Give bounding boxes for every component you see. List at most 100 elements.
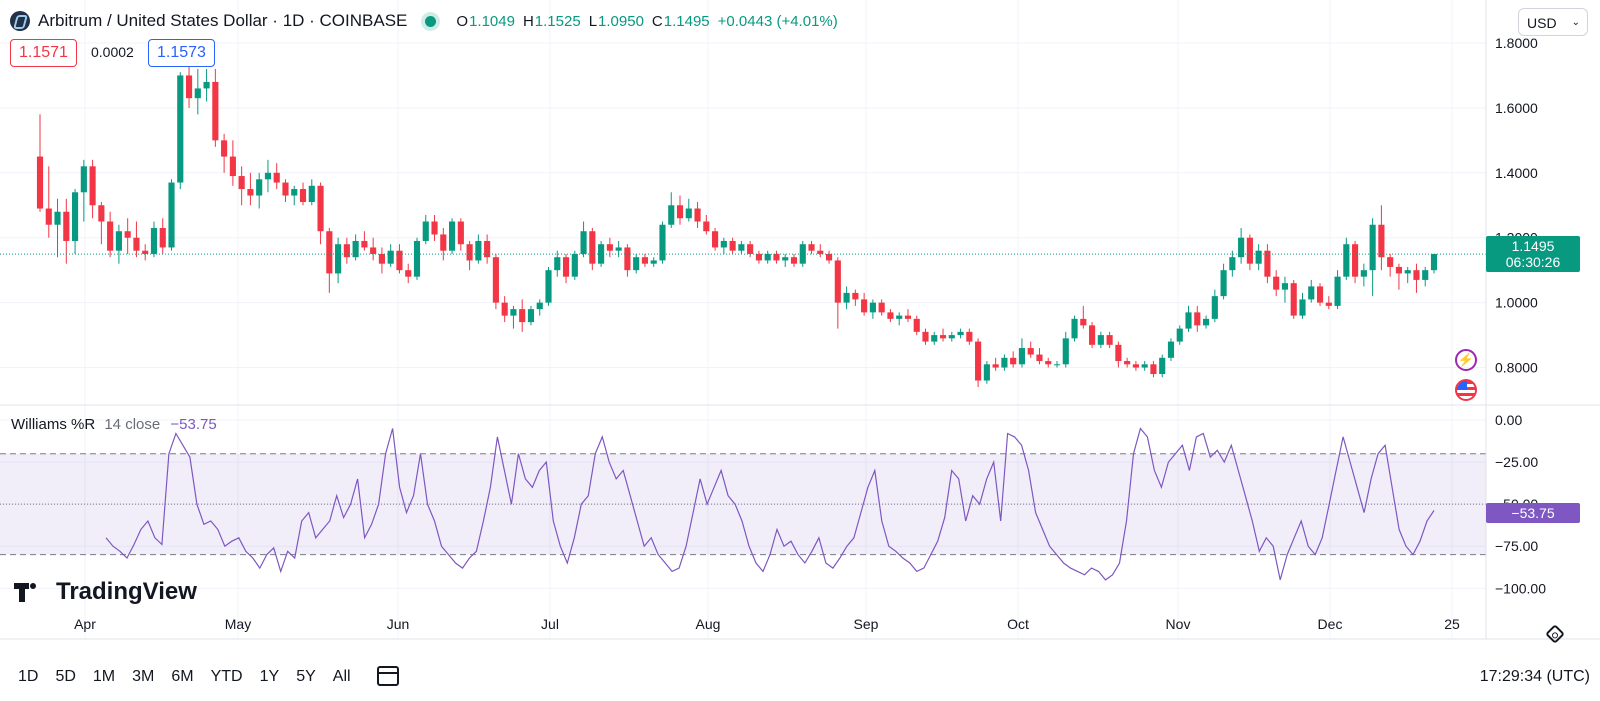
candle-body xyxy=(150,227,158,254)
candle-body xyxy=(1194,312,1201,326)
calendar-range-icon[interactable] xyxy=(377,666,399,686)
candle-body xyxy=(939,335,947,339)
candle-body xyxy=(107,221,114,251)
time-tick-label: Jun xyxy=(387,616,410,632)
candle-body xyxy=(1255,250,1262,264)
currency-select[interactable]: USD ⌄ xyxy=(1518,8,1588,36)
candle-body xyxy=(194,88,201,99)
candle-body xyxy=(887,312,894,319)
candle-body xyxy=(185,75,193,99)
candle-body xyxy=(115,231,122,251)
candle-body xyxy=(1010,357,1017,365)
candle-body xyxy=(72,192,79,241)
timeframe-button-ytd[interactable]: YTD xyxy=(210,668,243,685)
candle-body xyxy=(1089,325,1096,345)
last-price-value: 1.1495 xyxy=(1511,238,1555,254)
timeframe-button-5d[interactable]: 5D xyxy=(55,668,76,685)
time-tick-label: Aug xyxy=(696,616,721,632)
candle-body xyxy=(1308,286,1315,300)
timeframe-button-all[interactable]: All xyxy=(332,668,351,685)
candle-body xyxy=(335,244,342,274)
candle-body xyxy=(291,189,298,196)
candle-body xyxy=(98,205,105,222)
candle-body xyxy=(685,208,692,219)
candle-body xyxy=(1062,338,1069,365)
candle-body xyxy=(992,364,999,368)
williams-band-lines xyxy=(0,453,1486,556)
timeframe-button-1m[interactable]: 1M xyxy=(92,668,116,685)
candle-body xyxy=(264,172,272,180)
candle-body xyxy=(878,302,885,313)
candle-body xyxy=(983,364,990,381)
candle-body xyxy=(843,292,850,303)
candle-body xyxy=(869,302,876,313)
candle-body xyxy=(352,240,359,258)
indicator-name: Williams %R xyxy=(11,416,96,433)
time-tick-label: Sep xyxy=(854,616,879,632)
candle-body xyxy=(659,224,666,261)
candle-body xyxy=(36,156,44,209)
candle-body xyxy=(221,140,228,157)
symbol-title[interactable]: Arbitrum / United States Dollar · 1D · C… xyxy=(38,11,408,30)
price-tick-label: 1.0000 xyxy=(1495,295,1538,311)
time-tick-label: 25 xyxy=(1444,616,1460,632)
tradingview-logo[interactable]: TradingView xyxy=(14,577,197,607)
candle-body xyxy=(1027,348,1034,355)
timeframe-button-5y[interactable]: 5Y xyxy=(296,668,316,685)
candle-body xyxy=(755,253,762,261)
candle-body xyxy=(545,270,552,303)
candle-body xyxy=(799,244,806,264)
candle-body xyxy=(790,257,798,264)
spread-value: 0.0002 xyxy=(91,44,134,60)
candle-body xyxy=(1413,270,1420,280)
williams-tick-label: −25.00 xyxy=(1495,454,1538,470)
symbol-header: Arbitrum / United States Dollar · 1D · C… xyxy=(10,8,838,34)
candle-body xyxy=(89,166,96,206)
candle-body xyxy=(177,75,184,183)
time-tick-label: Dec xyxy=(1318,616,1343,632)
timeframe-button-1y[interactable]: 1Y xyxy=(259,668,280,685)
williams-value-tag: −53.75 xyxy=(1486,503,1580,523)
candle-body xyxy=(343,244,350,258)
buy-price-button[interactable]: 1.1573 xyxy=(148,39,215,67)
us-flag-event-icon[interactable] xyxy=(1455,379,1477,401)
chevron-down-icon: ⌄ xyxy=(1571,17,1580,28)
williams-axis[interactable]: 0.00−25.00−50.00−75.00−100.00 xyxy=(1495,412,1546,596)
indicator-legend[interactable]: Williams %R 14 close −53.75 xyxy=(11,416,217,433)
timeframe-button-6m[interactable]: 6M xyxy=(171,668,194,685)
candle-body xyxy=(825,253,833,261)
candle-body xyxy=(913,318,920,332)
candle-body xyxy=(1176,328,1183,342)
indicator-params: 14 close xyxy=(104,416,161,433)
timeframe-button-3m[interactable]: 3M xyxy=(132,668,155,685)
candle-body xyxy=(54,211,61,225)
time-axis[interactable]: Apr May Jun Jul Aug Sep Oct Nov Dec 25 xyxy=(74,616,1460,632)
tradingview-wordmark: TradingView xyxy=(56,578,197,605)
candle-body xyxy=(527,309,535,323)
timeframe-button-1d[interactable]: 1D xyxy=(18,668,39,685)
candle-body xyxy=(159,227,166,248)
candle-body xyxy=(413,240,421,277)
candle-body xyxy=(668,205,675,225)
lightning-event-icon[interactable]: ⚡ xyxy=(1455,349,1477,371)
time-tick-label: Apr xyxy=(74,616,96,632)
sell-price-button[interactable]: 1.1571 xyxy=(10,39,77,67)
candle-body xyxy=(975,341,982,381)
candle-body xyxy=(1097,335,1104,345)
candle-body xyxy=(650,260,657,264)
candle-body xyxy=(1334,276,1341,306)
candle-body xyxy=(834,260,841,303)
candle-body xyxy=(1369,224,1376,271)
candle-body xyxy=(124,231,131,238)
time-tick-label: Nov xyxy=(1166,616,1191,632)
candle-body xyxy=(396,250,403,271)
candle-body xyxy=(361,240,368,248)
candle-body xyxy=(203,81,210,89)
candle-body xyxy=(229,156,236,177)
candle-body xyxy=(773,253,780,261)
utc-clock[interactable]: 17:29:34 (UTC) xyxy=(1479,668,1590,685)
candle-body xyxy=(1430,253,1438,271)
candlestick-series xyxy=(36,65,1438,388)
